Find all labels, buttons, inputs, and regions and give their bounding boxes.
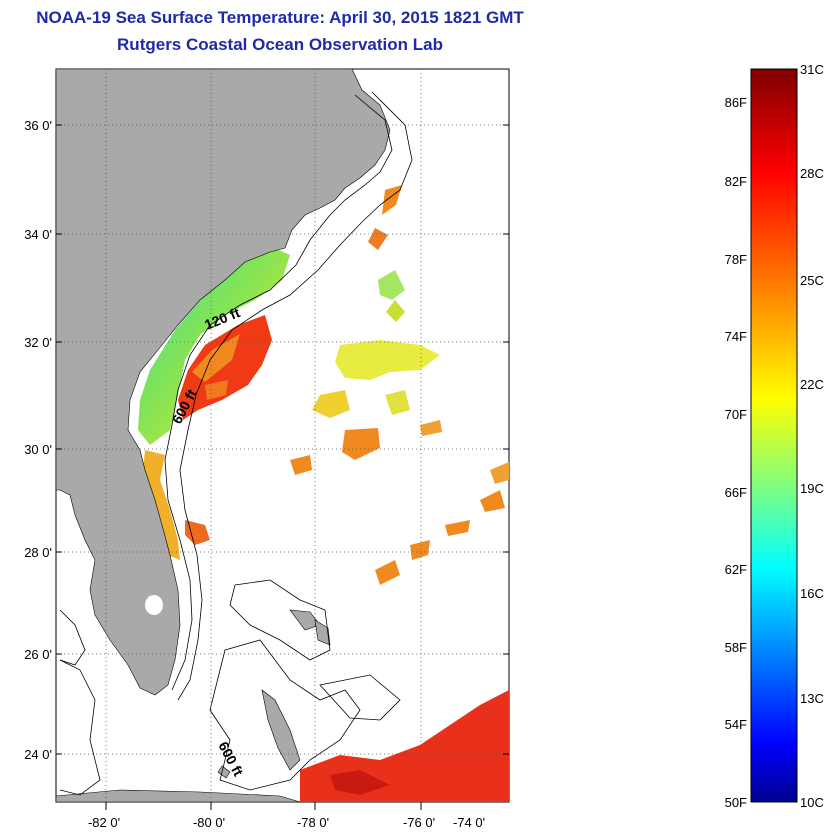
lat-label: 24 0'	[24, 747, 52, 762]
sst-shelf-band	[138, 246, 290, 445]
sst-caribbean-hot	[330, 770, 390, 795]
colorbar-f-label: 82F	[725, 174, 747, 189]
colorbar-c-label: 31C	[800, 62, 824, 77]
map-content	[56, 69, 509, 802]
sst-warm-core	[178, 315, 272, 420]
colorbar-celsius-labels: 31C 28C 25C 22C 19C 16C 13C 10C	[800, 62, 824, 810]
contour-florida-keys	[59, 609, 86, 666]
frame-ticks	[56, 124, 509, 810]
lon-label: -80 0'	[193, 815, 225, 830]
colorbar-f-label: 54F	[725, 717, 747, 732]
longitude-labels: -82 0' -80 0' -78 0' -76 0' -74 0'	[88, 815, 485, 830]
colorbar-f-label: 62F	[725, 562, 747, 577]
colorbar-f-label: 66F	[725, 485, 747, 500]
sst-warm-edge	[192, 334, 240, 382]
colorbar-f-label: 58F	[725, 640, 747, 655]
contour-south-coast	[59, 659, 101, 796]
lat-label: 28 0'	[24, 545, 52, 560]
map-subtitle: Rutgers Coastal Ocean Observation Lab	[117, 35, 443, 54]
lon-label: -78 0'	[297, 815, 329, 830]
land-bahamas	[217, 609, 331, 779]
colorbar-c-label: 13C	[800, 691, 824, 706]
colorbar-c-label: 28C	[800, 166, 824, 181]
land-us-coast	[56, 69, 391, 696]
lat-label: 30 0'	[24, 442, 52, 457]
contour-120ft	[164, 94, 393, 691]
colorbar-f-label: 86F	[725, 95, 747, 110]
contour-bahamas-3	[319, 674, 401, 721]
colorbar-c-label: 19C	[800, 481, 824, 496]
lat-label: 26 0'	[24, 647, 52, 662]
map-title: NOAA-19 Sea Surface Temperature: April 3…	[36, 8, 524, 27]
colorbar-f-label: 74F	[725, 329, 747, 344]
land-cuba	[56, 789, 301, 802]
colorbar-c-label: 25C	[800, 273, 824, 288]
colorbar	[750, 68, 798, 803]
colorbar-c-label: 10C	[800, 795, 824, 810]
colorbar-f-label: 78F	[725, 252, 747, 267]
lake-okeechobee	[145, 595, 163, 615]
colorbar-fahrenheit-labels: 86F 82F 78F 74F 70F 66F 62F 58F 54F 50F	[725, 95, 747, 810]
colorbar-c-label: 16C	[800, 586, 824, 601]
lat-label: 32 0'	[24, 335, 52, 350]
colorbar-f-label: 70F	[725, 407, 747, 422]
sst-fl-coast-2	[185, 520, 210, 545]
contour-bahamas-1	[229, 579, 331, 661]
colorbar-c-label: 22C	[800, 377, 824, 392]
lat-label: 34 0'	[24, 227, 52, 242]
lon-label: -82 0'	[88, 815, 120, 830]
isobath-contours	[59, 91, 413, 796]
contour-bahamas-2	[209, 639, 361, 791]
lat-label: 36 0'	[24, 118, 52, 133]
sst-fl-coast	[143, 450, 180, 560]
colorbar-f-label: 50F	[725, 795, 747, 810]
lon-label: -76 0'	[403, 815, 435, 830]
contour-600ft	[177, 91, 413, 701]
latitude-labels: 36 0' 34 0' 32 0' 30 0' 28 0' 26 0' 24 0…	[24, 118, 52, 762]
lon-label: -74 0'	[453, 815, 485, 830]
